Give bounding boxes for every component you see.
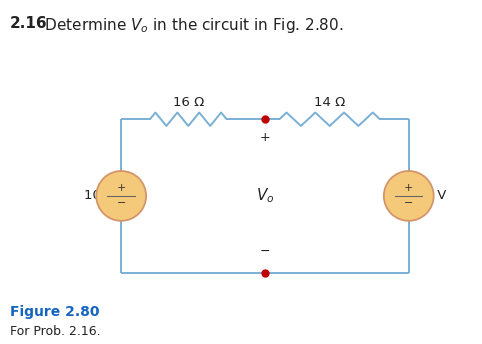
Text: +: + xyxy=(117,183,126,193)
Circle shape xyxy=(384,171,434,221)
Text: +: + xyxy=(404,183,414,193)
Text: −: − xyxy=(260,245,270,258)
Text: −: − xyxy=(404,198,414,208)
Text: 16 Ω: 16 Ω xyxy=(173,96,204,109)
Text: +: + xyxy=(260,131,270,144)
Text: Figure 2.80: Figure 2.80 xyxy=(10,305,99,319)
Text: Determine $V_o$ in the circuit in Fig. 2.80.: Determine $V_o$ in the circuit in Fig. 2… xyxy=(35,16,343,35)
Text: 25 V: 25 V xyxy=(416,190,446,202)
Text: 10 V: 10 V xyxy=(84,190,114,202)
Circle shape xyxy=(96,171,146,221)
Text: $V_o$: $V_o$ xyxy=(256,186,274,205)
Text: 14 Ω: 14 Ω xyxy=(314,96,345,109)
Text: −: − xyxy=(117,198,126,208)
Text: For Prob. 2.16.: For Prob. 2.16. xyxy=(10,325,101,338)
Text: 2.16: 2.16 xyxy=(10,16,48,31)
